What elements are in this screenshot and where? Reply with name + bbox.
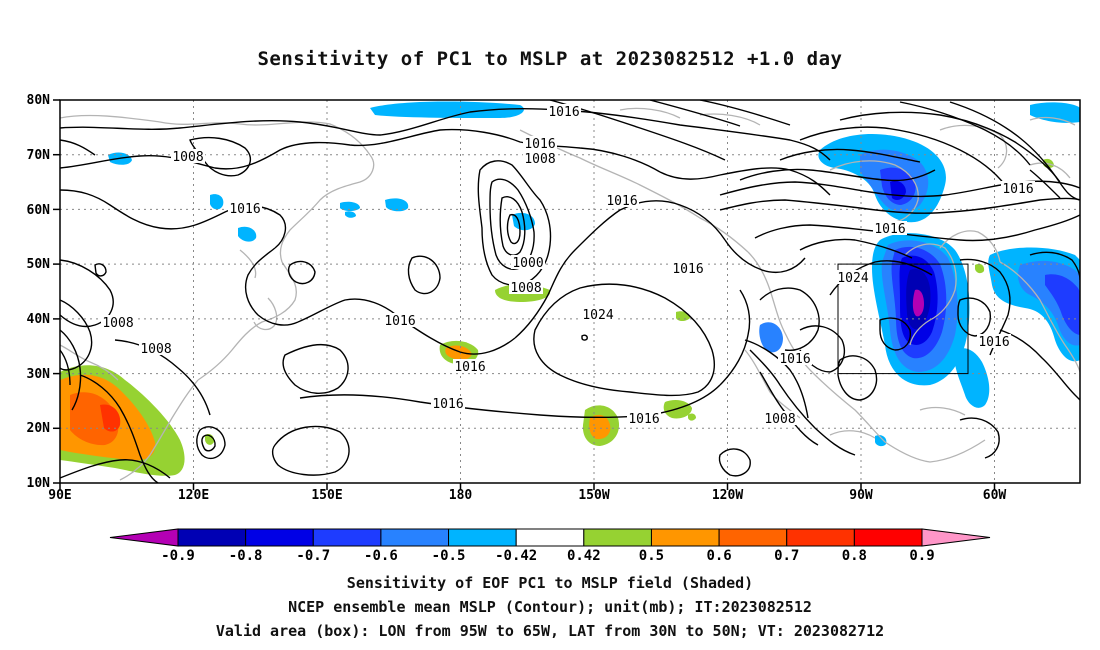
contour-label: 1016 [1002, 182, 1033, 197]
lat-label: 10N [27, 476, 51, 491]
contour-label-bg [431, 396, 465, 410]
contour-label-bg [1001, 181, 1035, 195]
colorbar-tick-label: 0.42 [567, 548, 601, 564]
map-frame [59, 99, 1081, 484]
colorbar-swatch [786, 528, 855, 547]
contour-label-bg [139, 341, 173, 355]
colorbar-tick-label: 0.7 [774, 548, 799, 564]
lat-label: 20N [27, 421, 51, 436]
colorbar-tick-label: -0.42 [495, 548, 537, 564]
contour-label: 1016 [606, 194, 637, 209]
lon-label: 150E [311, 488, 342, 503]
axis-ticks [53, 99, 996, 490]
contour-label: 1008 [172, 150, 203, 165]
graticule [60, 100, 1080, 483]
contour-label-bg [171, 149, 205, 163]
contour-label: 1016 [779, 352, 810, 367]
lon-label: 150W [578, 488, 609, 503]
colorbar: -0.9 -0.8 -0.7 -0.6 -0.5 -0.42 0.42 0.5 0.6 0.7 0.… [109, 528, 991, 564]
lat-label: 80N [27, 93, 51, 108]
contour-label: 1000 [512, 256, 543, 271]
footer-contour-caption: NCEP ensemble mean MSLP (Contour); unit(… [288, 598, 812, 616]
contour-label: 1016 [672, 262, 703, 277]
contour-label-bg [763, 411, 797, 425]
contour-label: 1016 [454, 360, 485, 375]
colorbar-swatch [583, 528, 652, 547]
colorbar-swatch [245, 528, 314, 547]
colorbar-tick-label: -0.7 [296, 548, 330, 564]
footer-valid-area-caption: Valid area (box): LON from 95W to 65W, L… [215, 622, 885, 640]
contour-label: 1016 [229, 202, 260, 217]
contour-label-bg [383, 313, 417, 327]
contour-label-bg [228, 201, 262, 215]
footer-shaded-caption: Sensitivity of EOF PC1 to MSLP field (Sh… [346, 574, 754, 592]
contour-label: 1008 [524, 152, 555, 167]
contour-label: 1008 [510, 281, 541, 296]
contour-label-bg [581, 307, 615, 321]
colorbar-tick-label: -0.6 [364, 548, 398, 564]
lon-label: 120W [712, 488, 743, 503]
colorbar-swatch [380, 528, 450, 547]
colorbar-tick-label: 0.8 [842, 548, 867, 564]
contour-label: 1008 [102, 316, 133, 331]
contour-label: 1008 [764, 412, 795, 427]
contour-label-bg [977, 334, 1011, 348]
lat-label: 40N [27, 312, 51, 327]
contour-label-bg [627, 411, 661, 425]
colorbar-tick-label: 0.5 [639, 548, 664, 564]
contour-label: 1016 [384, 314, 415, 329]
contour-label-bg [453, 359, 487, 373]
colorbar-tick-label: -0.8 [229, 548, 263, 564]
contour-label: 1016 [628, 412, 659, 427]
colorbar-tick-label: -0.5 [432, 548, 466, 564]
colorbar-right-arrow [921, 528, 991, 547]
colorbar-swatch [448, 528, 517, 547]
contour-label: 1016 [548, 105, 579, 120]
contour-label: 1016 [978, 335, 1009, 350]
contour-label: 1024 [582, 308, 613, 323]
colorbar-swatch [718, 528, 788, 547]
lon-label: 60W [983, 488, 1007, 503]
contour-label-bg [511, 255, 545, 269]
colorbar-swatch [515, 528, 585, 547]
contour-label-bg [873, 221, 907, 235]
colorbar-tick-label: 0.9 [909, 548, 934, 564]
contour-label: 1016 [524, 137, 555, 152]
valid-area-box [837, 263, 969, 375]
colorbar-swatch [177, 528, 247, 547]
contour-label-bg [605, 193, 639, 207]
contour-label-bg [509, 280, 543, 294]
lat-label: 30N [27, 367, 51, 382]
contour-label: 1016 [432, 397, 463, 412]
colorbar-left-arrow [109, 528, 179, 547]
contour-label-bg [547, 104, 581, 118]
colorbar-tick-label: 0.6 [706, 548, 731, 564]
contour-label-bg [523, 151, 557, 165]
lat-label: 70N [27, 148, 51, 163]
colorbar-swatch [312, 528, 382, 547]
lat-label: 60N [27, 203, 51, 218]
contour-label-bg [778, 351, 812, 365]
contour-label: 1024 [837, 271, 868, 286]
lon-label: 120E [178, 488, 209, 503]
coastlines [60, 107, 1080, 481]
contour-label: 1016 [874, 222, 905, 237]
lon-label: 90E [48, 488, 71, 503]
contour-label-bg [523, 136, 557, 150]
lon-label: 180 [449, 488, 473, 503]
lat-label: 50N [27, 257, 51, 272]
colorbar-swatch [650, 528, 720, 547]
contour-label-bg [836, 270, 870, 284]
contour-label-bg [671, 261, 705, 275]
colorbar-tick-label: -0.9 [161, 548, 195, 564]
contour-label-bg [101, 315, 135, 329]
plot-title: Sensitivity of PC1 to MSLP at 2023082512… [257, 48, 843, 70]
lon-label: 90W [849, 488, 873, 503]
contour-label: 1008 [140, 342, 171, 357]
colorbar-swatch [853, 528, 923, 547]
